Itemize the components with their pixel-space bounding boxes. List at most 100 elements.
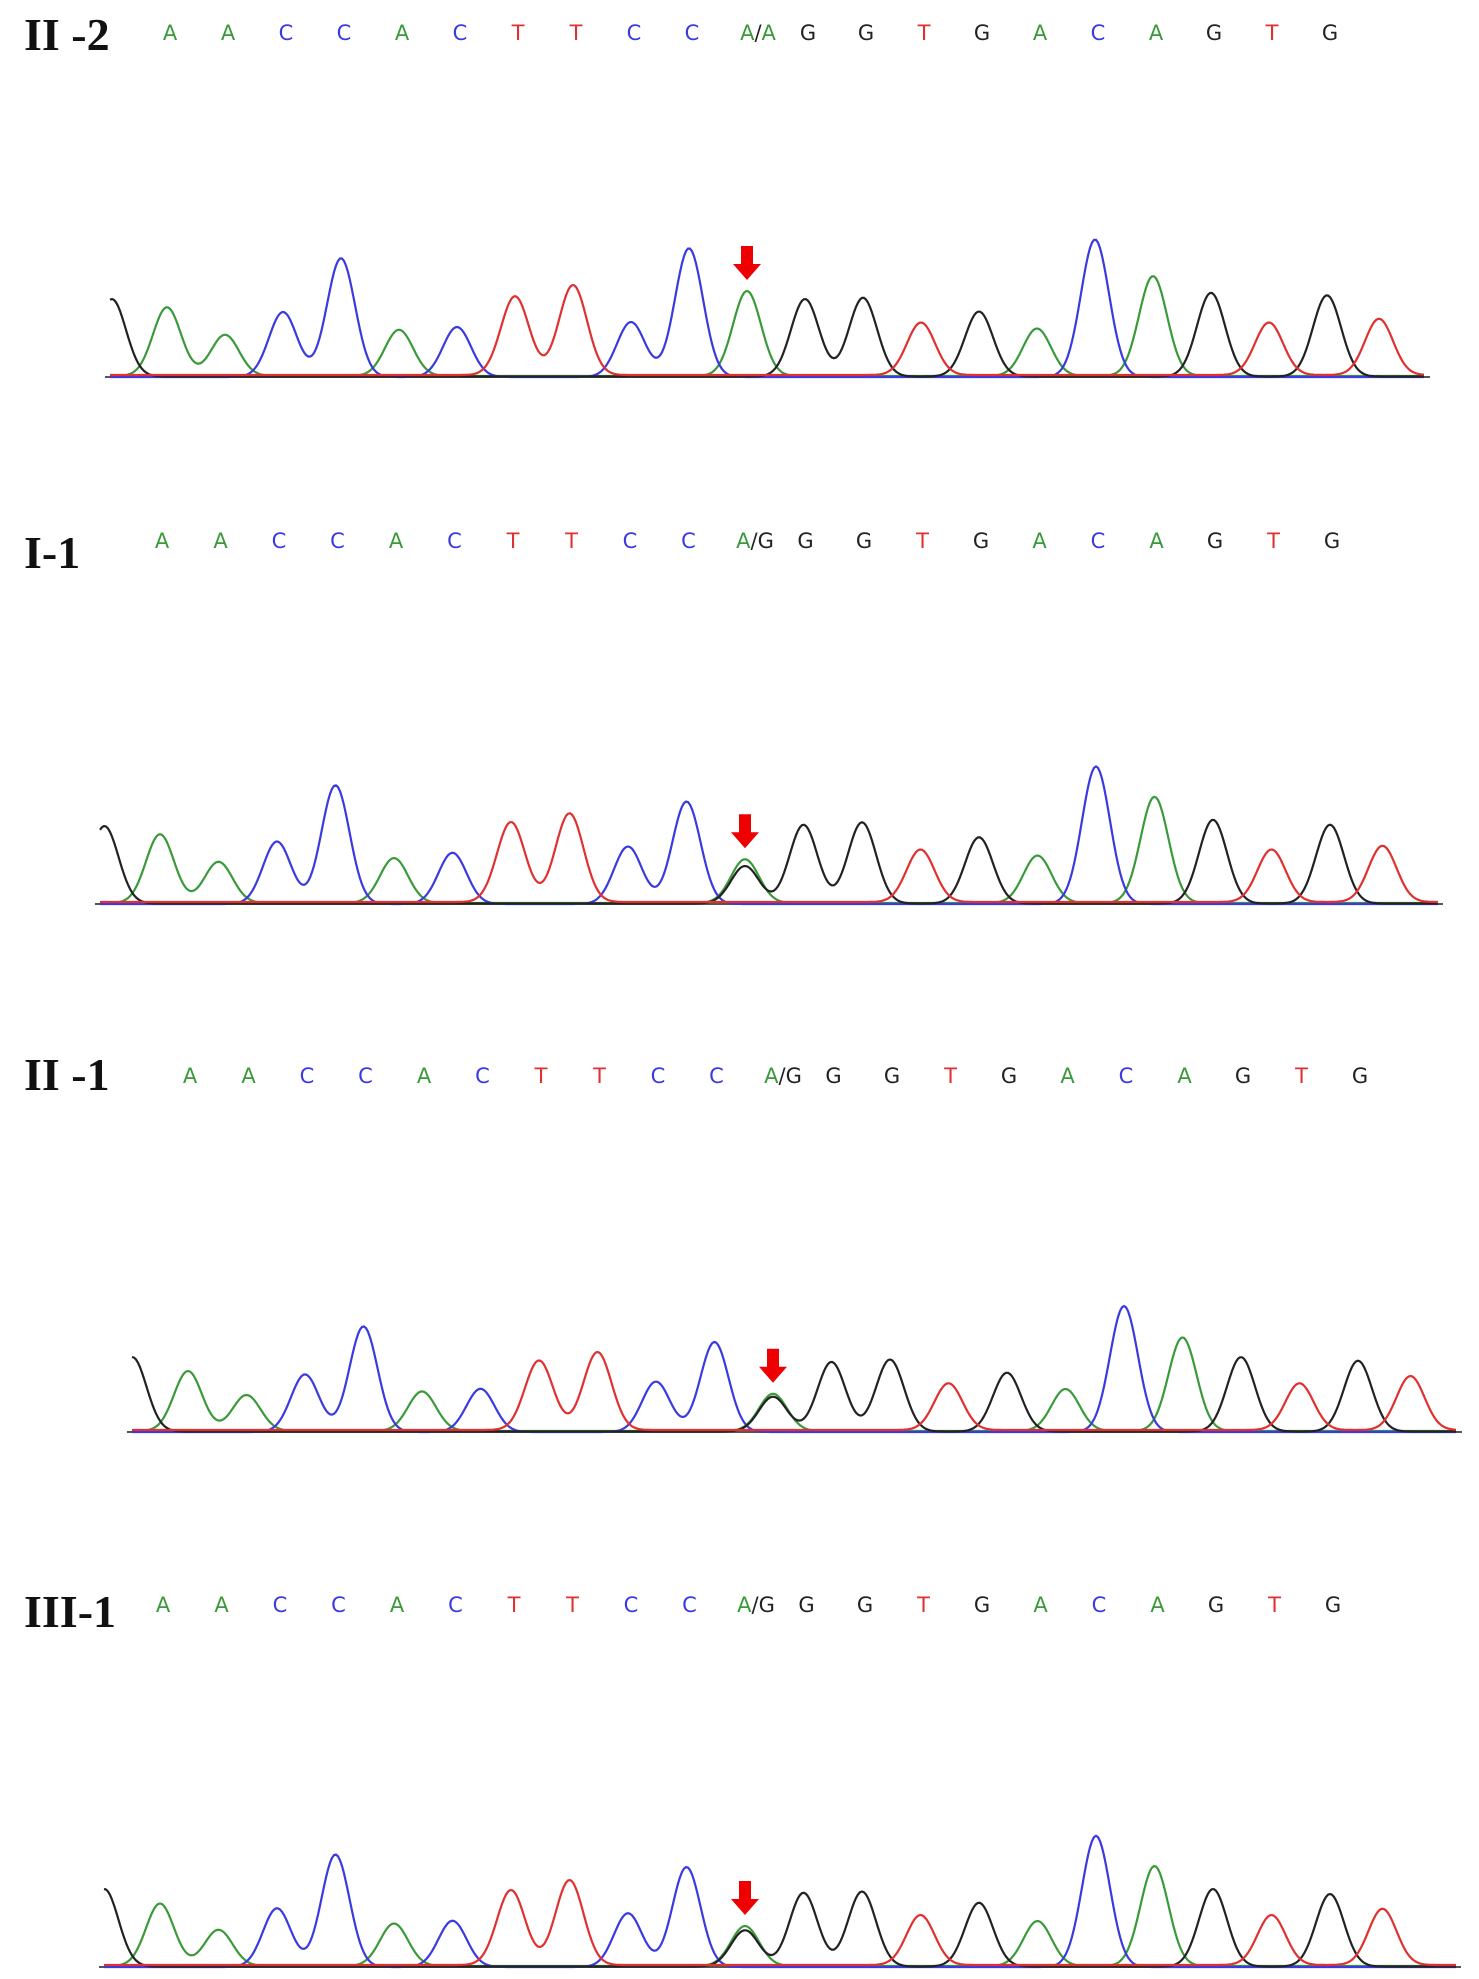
base-call-6: T (506, 529, 520, 553)
trace-g (99, 818, 1438, 905)
base-call-1: A (221, 21, 236, 45)
chromatogram-svg: A A C C A C T T C C A/G G G T G A C A G T G (99, 1593, 1461, 1969)
base-call-3: C (331, 1593, 346, 1617)
panel-label: III-1 (24, 1586, 117, 1637)
base-call-9: C (682, 1593, 697, 1617)
base-call-14: G (974, 1593, 990, 1617)
base-call-6: T (507, 1593, 521, 1617)
chromatogram-svg: A A C C A C T T C C A/G G G T G A C A G T G (127, 1064, 1462, 1434)
base-call-5: C (475, 1064, 490, 1088)
mutation-arrow-icon (731, 1881, 759, 1915)
panel-label: I-1 (24, 527, 81, 578)
trace-c (110, 238, 1424, 379)
trace-t (132, 1350, 1457, 1432)
trace-c (100, 765, 1438, 906)
base-call-12: G (857, 1593, 873, 1617)
base-call-7: T (565, 1593, 579, 1617)
base-call-3: C (337, 21, 352, 45)
base-call-15: A (1033, 21, 1048, 45)
base-call-20: G (1352, 1064, 1368, 1088)
mutation-arrow-icon (733, 246, 761, 280)
base-call-2: C (273, 1593, 288, 1617)
base-call-1: A (213, 529, 228, 553)
base-call-0: A (156, 1593, 171, 1617)
base-call-4: A (389, 529, 404, 553)
base-call-11: G (825, 1064, 841, 1088)
trace-c (104, 1834, 1456, 1969)
base-call-11: G (797, 529, 813, 553)
trace-a (110, 275, 1424, 378)
chromatogram-svg: A A C C A C T T C C A/A G G T G A C A G T G (105, 21, 1430, 379)
base-call-19: T (1267, 1593, 1281, 1617)
trace-c (132, 1304, 1456, 1434)
base-call-7: T (592, 1064, 606, 1088)
chromatogram-svg: A A C C A C T T C C A/G G G T G A C A G T G (95, 529, 1443, 906)
base-call-13: T (916, 1593, 930, 1617)
base-call-8: C (627, 21, 642, 45)
base-call-19: T (1294, 1064, 1308, 1088)
base-call-17: A (1149, 529, 1164, 553)
trace-g (103, 1887, 1456, 1968)
base-call-1: A (241, 1064, 256, 1088)
trace-t (104, 1878, 1456, 1967)
base-call-7: T (569, 21, 583, 45)
base-call-5: C (448, 1593, 463, 1617)
base-call-2: C (279, 21, 294, 45)
base-call-2: C (272, 529, 287, 553)
base-call-0: A (163, 21, 178, 45)
base-call-13: T (943, 1064, 957, 1088)
base-call-20: G (1324, 529, 1340, 553)
base-call-8: C (624, 1593, 639, 1617)
panel-label: II -1 (24, 1049, 110, 1100)
base-call-8: C (651, 1064, 666, 1088)
trace-a (104, 1864, 1456, 1968)
chromatogram-panel-ii-2: II -2 A A C C A C T T C C A/A G G T G A C A G T G (0, 0, 1479, 400)
base-call-6: T (511, 21, 525, 45)
base-call-10: A/A (740, 21, 776, 45)
base-call-17: A (1150, 1593, 1165, 1617)
base-call-14: G (1001, 1064, 1017, 1088)
base-call-18: G (1235, 1064, 1251, 1088)
base-call-9: C (681, 529, 696, 553)
base-call-13: T (915, 529, 929, 553)
base-call-1: A (214, 1593, 229, 1617)
base-call-4: A (390, 1593, 405, 1617)
base-call-4: A (395, 21, 410, 45)
base-call-10: A/G (736, 529, 774, 553)
base-call-12: G (858, 21, 874, 45)
trace-g (109, 291, 1424, 378)
base-call-15: A (1032, 529, 1047, 553)
chromatogram-panel-ii-1: II -1 A A C C A C T T C C A/G G G T G A C A G T G (0, 1030, 1479, 1460)
base-call-19: T (1266, 529, 1280, 553)
chromatogram-panel-iii-1: III-1 A A C C A C T T C C A/G G G T G A C A G T G (0, 1565, 1479, 1979)
base-call-4: A (417, 1064, 432, 1088)
mutation-arrow-icon (731, 814, 759, 849)
base-call-15: A (1033, 1593, 1048, 1617)
base-call-11: G (800, 21, 816, 45)
base-call-14: G (974, 21, 990, 45)
base-call-12: G (884, 1064, 900, 1088)
panel-label: II -2 (24, 9, 110, 60)
trace-g (131, 1356, 1456, 1433)
base-call-7: T (564, 529, 578, 553)
base-call-0: A (183, 1064, 198, 1088)
chromatogram-panel-i-1: I-1 A A C C A C T T C C A/G G G T G A C A G T G (0, 500, 1479, 930)
trace-t (110, 284, 1425, 377)
base-call-20: G (1325, 1593, 1341, 1617)
base-call-16: C (1091, 21, 1106, 45)
base-call-16: C (1092, 1593, 1107, 1617)
base-call-18: G (1208, 1593, 1224, 1617)
base-call-5: C (447, 529, 462, 553)
base-call-9: C (685, 21, 700, 45)
trace-t (100, 812, 1438, 904)
base-call-3: C (330, 529, 345, 553)
base-call-15: A (1060, 1064, 1075, 1088)
base-call-14: G (973, 529, 989, 553)
base-call-17: A (1149, 21, 1164, 45)
base-call-10: A/G (764, 1064, 802, 1088)
base-call-11: G (798, 1593, 814, 1617)
base-call-19: T (1265, 21, 1279, 45)
base-call-0: A (155, 529, 170, 553)
base-call-9: C (709, 1064, 724, 1088)
